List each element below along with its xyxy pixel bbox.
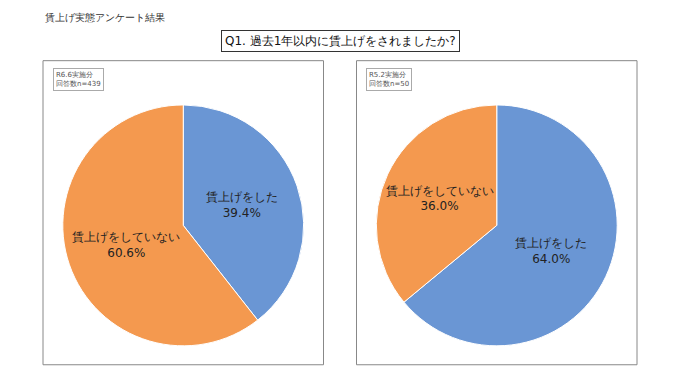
svg-text:Q1. 過去1年以内に賃上げをされましたか?: Q1. 過去1年以内に賃上げをされましたか? [225,34,456,48]
svg-text:賃上げをしていない60.6%: 賃上げをしていない60.6% [72,230,180,260]
svg-text:R6.6実施分回答数n=439: R6.6実施分回答数n=439 [56,71,101,88]
svg-text:賃上げ実態アンケート結果: 賃上げ実態アンケート結果 [45,12,165,23]
svg-text:R5.2実施分回答数n=50: R5.2実施分回答数n=50 [369,71,409,88]
svg-text:賃上げをした39.4%: 賃上げをした39.4% [206,190,278,220]
svg-text:賃上げをした64.0%: 賃上げをした64.0% [515,236,587,266]
svg-text:賃上げをしていない36.0%: 賃上げをしていない36.0% [386,184,494,214]
